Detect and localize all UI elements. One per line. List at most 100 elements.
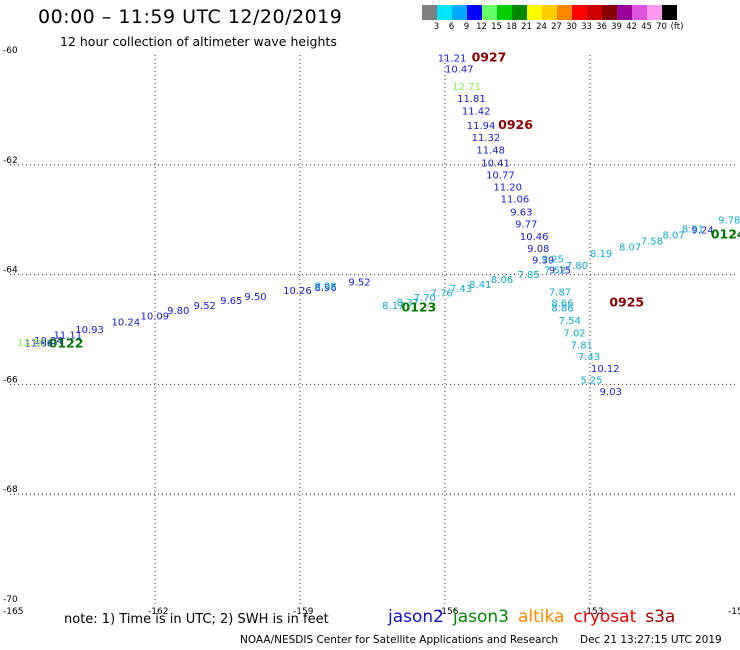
legend-item-jason3: jason3 (453, 607, 509, 627)
day-label: 0926 (498, 117, 533, 132)
wave-height-value: 9.78 (718, 216, 740, 227)
wave-height-value: 10.09 (141, 312, 170, 323)
wave-height-value: 11.94 (467, 121, 496, 132)
wave-height-value: 11.86 (25, 339, 54, 350)
color-scale-tick: 6 (448, 22, 455, 32)
color-swatch (662, 5, 677, 20)
satellite-legend: jason2 jason3 altika cryosat s3a (388, 607, 684, 627)
wave-height-value: 9.80 (167, 306, 189, 317)
wave-height-value: 7.43 (578, 352, 600, 363)
wave-height-value: 7.70 (414, 293, 436, 304)
wave-height-value: 7.85 (518, 270, 540, 281)
wave-height-value: 9.63 (510, 207, 532, 218)
wave-height-value: 8.31 (682, 224, 704, 235)
wave-height-value: 10.41 (481, 158, 510, 169)
wave-height-value: 9.03 (600, 387, 622, 398)
wave-height-value: 10.93 (75, 325, 104, 336)
color-scale-tick: 21 (521, 22, 532, 32)
footer-timestamp: Dec 21 13:27:15 UTC 2019 (580, 634, 722, 646)
color-scale-tick: 18 (506, 22, 517, 32)
day-label: 0123 (402, 299, 437, 314)
color-scale-tick: 42 (626, 22, 637, 32)
wave-height-value: 8.41 (469, 280, 491, 291)
day-label: 0124 (711, 226, 740, 241)
wave-height-value: 8.19 (590, 249, 612, 260)
page-title: 00:00 – 11:59 UTC 12/20/2019 (38, 6, 343, 28)
y-tick-label: -60 (3, 46, 18, 56)
color-swatch (557, 5, 572, 20)
wave-height-value: 9.25 (542, 255, 564, 266)
wave-height-value: 11.20 (493, 183, 522, 194)
color-scale-tick: 45 (641, 22, 652, 32)
color-swatch (512, 5, 527, 20)
color-scale-bar (422, 5, 677, 20)
color-scale-tick: 30 (566, 22, 577, 32)
x-tick-label: -159 (293, 607, 314, 617)
color-swatch (527, 5, 542, 20)
wave-height-value: 12.71 (452, 82, 481, 93)
wave-height-value: 10.84 (34, 336, 63, 347)
x-tick-label: -165 (3, 607, 23, 617)
wave-height-value: 7.54 (559, 316, 581, 327)
y-tick-label: -66 (3, 375, 18, 385)
wave-height-value: 11.11 (54, 330, 83, 341)
color-scale-tick: 3 (433, 22, 440, 32)
y-tick-label: -62 (3, 156, 18, 166)
y-tick-label: -68 (3, 485, 18, 495)
wave-height-value: 9.15 (549, 266, 571, 277)
color-scale-tick: 70 (656, 22, 667, 32)
color-swatch (572, 5, 587, 20)
x-tick-label: -15 (728, 607, 740, 617)
color-scale-tick: 39 (611, 22, 622, 32)
color-swatch (587, 5, 602, 20)
wave-height-value: 10.12 (591, 364, 620, 375)
legend-item-cryosat: cryosat (573, 607, 637, 627)
color-swatch (602, 5, 617, 20)
color-scale-tick: 27 (551, 22, 562, 32)
wave-height-value: 9.08 (527, 244, 549, 255)
wave-height-value: 11.42 (462, 106, 491, 117)
wave-height-value: 7.02 (563, 329, 585, 340)
color-swatch (437, 5, 452, 20)
color-swatch (422, 5, 437, 20)
color-swatch (542, 5, 557, 20)
wave-height-value: 8.98 (315, 281, 337, 292)
day-labels: 0927 0926 0925 0123 0122 0124 (49, 50, 740, 351)
wave-height-value: 7.43 (450, 284, 472, 295)
legend-item-altika: altika (518, 607, 565, 627)
map-grid (10, 55, 735, 604)
wave-height-value: 11.48 (476, 145, 505, 156)
wave-height-value: 8.07 (619, 242, 641, 253)
wave-height-value: 11.21 (438, 54, 467, 65)
wave-height-value: 9.50 (244, 292, 266, 303)
color-scale-tick: 24 (536, 22, 547, 32)
x-tick-label: -153 (583, 607, 603, 617)
wave-height-value: 8.17 (382, 301, 404, 312)
footer-credit: NOAA/NESDIS Center for Satellite Applica… (240, 634, 558, 646)
wave-height-value: 10.26 (283, 286, 312, 297)
wave-height-value: 9.24 (692, 225, 714, 236)
color-swatch (497, 5, 512, 20)
wave-height-value: 9.77 (515, 219, 537, 230)
wave-height-value: 8.66 (551, 298, 573, 309)
day-label: 0925 (609, 294, 644, 309)
wave-height-value: 10.77 (486, 171, 515, 182)
wave-height-value: 11.81 (457, 94, 486, 105)
legend-item-s3a: s3a (645, 607, 676, 627)
axis-ticks: -165 -162 -159 -156 -153 -15 -60 -62 -64 -66 -68 -7… (3, 46, 740, 617)
color-swatch (467, 5, 482, 20)
color-swatch (647, 5, 662, 20)
wave-height-value: 8.37 (397, 298, 419, 309)
wave-height-value: 9.39 (532, 256, 554, 267)
y-tick-label: -70 (3, 595, 18, 605)
x-tick-label: -156 (438, 607, 459, 617)
wave-height-value: 7.87 (549, 287, 571, 298)
day-label: 0927 (472, 50, 507, 65)
wave-height-value: 9.52 (348, 278, 370, 289)
y-tick-label: -64 (3, 266, 18, 276)
wave-height-value: 11.32 (472, 133, 501, 144)
color-scale-tick: 15 (491, 22, 502, 32)
wave-height-value: 11.06 (501, 195, 530, 206)
